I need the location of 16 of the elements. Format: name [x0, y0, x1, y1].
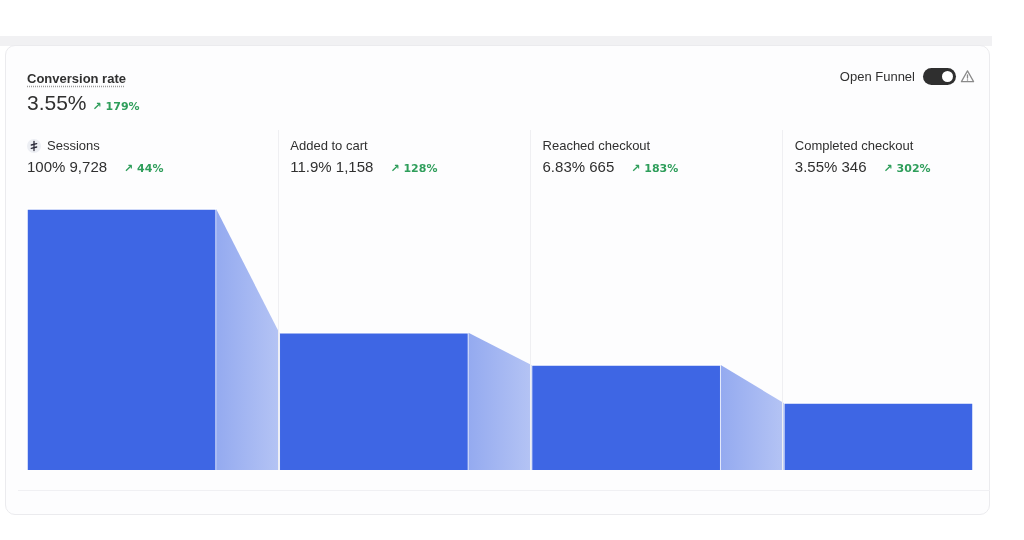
data-label: 3.55% 346 [794, 158, 867, 176]
text: ↗ 302% [883, 162, 931, 175]
text: ↗ 183% [631, 162, 679, 175]
text: ↗ 44% [124, 162, 164, 175]
category-label: Added to cart [290, 138, 368, 154]
data-label: 11.9% 1,158 [290, 158, 374, 176]
text: ↗ 128% [390, 162, 438, 175]
category-label: Reached checkout [542, 138, 651, 154]
text: Conversion rate [27, 71, 126, 87]
category-label: Sessions [47, 138, 100, 154]
data-label: 6.83% 665 [542, 158, 615, 176]
category-label: Completed checkout [794, 138, 914, 154]
text: ↗ 179% [92, 100, 140, 113]
data-label: 100% 9,728 [27, 158, 108, 176]
text: 3.55% [27, 91, 87, 115]
text: Open Funnel [839, 68, 915, 85]
